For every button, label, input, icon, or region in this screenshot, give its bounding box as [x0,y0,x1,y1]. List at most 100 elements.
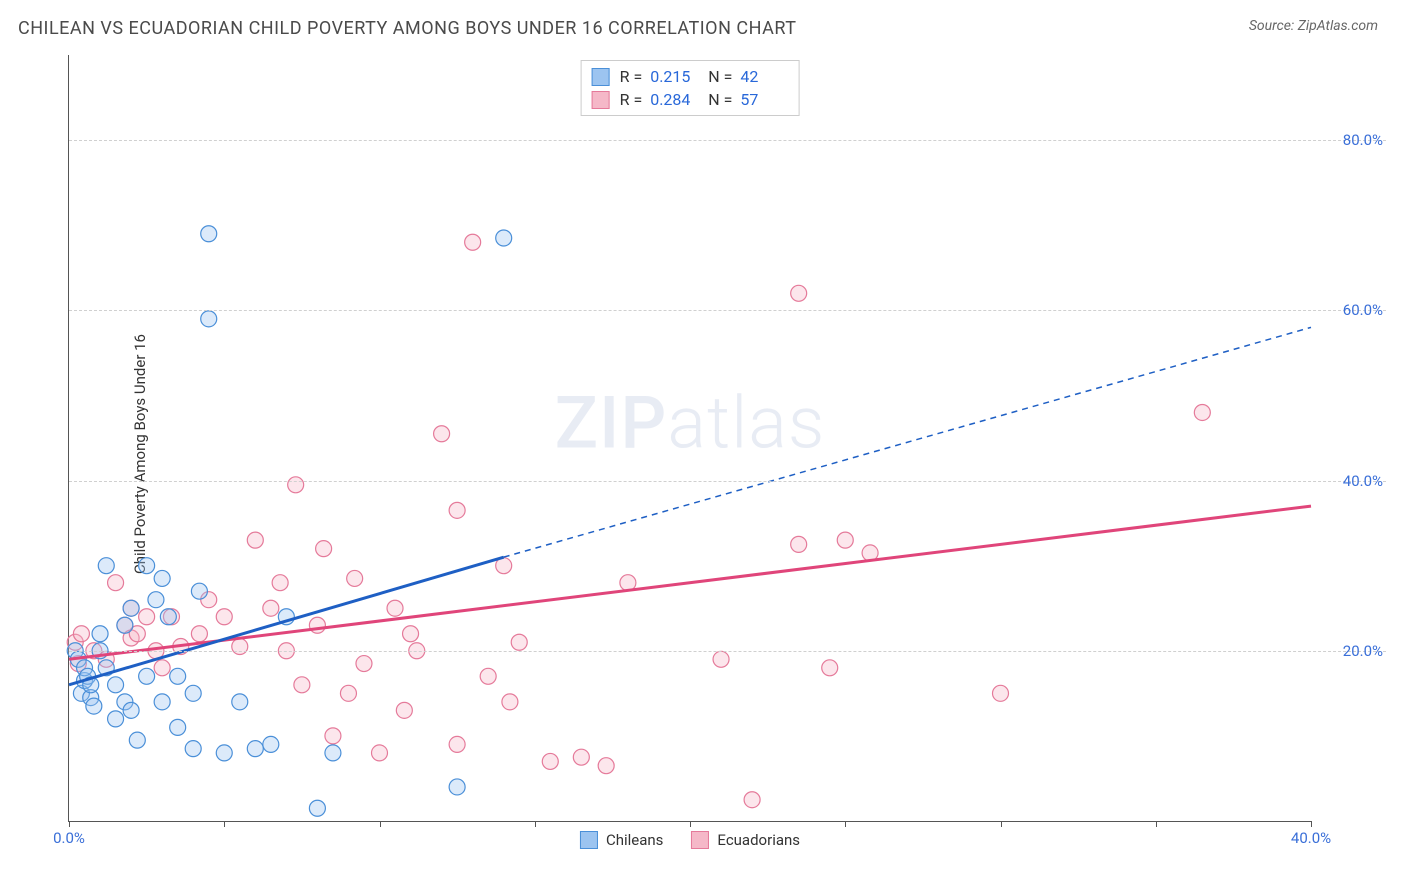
scatter-point [542,753,558,769]
scatter-point [263,736,279,752]
trend-line [69,506,1311,659]
x-tick [690,821,691,827]
scatter-point [170,668,186,684]
scatter-point [191,583,207,599]
source-attribution: Source: ZipAtlas.com [1249,18,1378,34]
x-tick [1311,821,1312,827]
scatter-point [272,575,288,591]
scatter-point [356,656,372,672]
scatter-point [1194,404,1210,420]
gridline [69,481,1386,482]
scatter-point [294,677,310,693]
gridline [69,651,1386,652]
scatter-point [496,230,512,246]
scatter-point [340,685,356,701]
legend-swatch-ecuadorians-bottom [691,831,709,849]
scatter-point [791,536,807,552]
scatter-point [837,532,853,548]
scatter-point [232,694,248,710]
scatter-point [129,732,145,748]
bottom-legend-label-chileans: Chileans [606,831,663,849]
scatter-point [387,600,403,616]
x-tick [380,821,381,827]
n-value-ecuadorians: 57 [740,90,788,109]
scatter-point [347,570,363,586]
scatter-point [247,741,263,757]
scatter-point [154,694,170,710]
scatter-point [108,575,124,591]
scatter-point [744,792,760,808]
legend-stats-row-ecuadorians: R = 0.284 N = 57 [592,88,789,111]
r-value-chileans: 0.215 [650,67,698,86]
x-tick-label: 40.0% [1291,829,1331,847]
x-tick [1156,821,1157,827]
scatter-point [449,779,465,795]
x-tick [845,821,846,827]
y-tick-label: 60.0% [1343,301,1383,319]
scatter-point [325,745,341,761]
scatter-point [822,660,838,676]
gridline [69,140,1386,141]
gridline [69,310,1386,311]
scatter-point [465,234,481,250]
scatter-point [403,626,419,642]
scatter-point [139,668,155,684]
x-tick [224,821,225,827]
scatter-point [108,711,124,727]
trend-line-dashed [504,327,1311,557]
bottom-legend-chileans: Chileans [580,831,663,849]
scatter-point [160,609,176,625]
scatter-point [216,745,232,761]
x-tick [535,821,536,827]
y-tick-label: 80.0% [1343,131,1383,149]
scatter-point [185,741,201,757]
scatter-point [434,426,450,442]
scatter-point [316,541,332,557]
scatter-point [123,600,139,616]
scatter-point [573,749,589,765]
scatter-point [139,609,155,625]
scatter-point [263,600,279,616]
scatter-point [154,660,170,676]
scatter-point [309,800,325,816]
legend-swatch-ecuadorians [592,91,610,109]
y-tick-label: 20.0% [1343,642,1383,660]
scatter-point [98,558,114,574]
bottom-legend-ecuadorians: Ecuadorians [691,831,800,849]
scatter-point [232,639,248,655]
scatter-point [148,592,164,608]
scatter-point [247,532,263,548]
scatter-point [108,677,124,693]
scatter-point [92,626,108,642]
y-tick-label: 40.0% [1343,472,1383,490]
scatter-point [288,477,304,493]
legend-stats-box: R = 0.215 N = 42 R = 0.284 N = 57 [581,60,800,116]
scatter-point [191,626,207,642]
x-tick-label: 0.0% [53,829,85,847]
plot-area: ZIPatlas R = 0.215 N = 42 R = 0.284 N = … [68,55,1311,822]
x-tick [1001,821,1002,827]
scatter-point [372,745,388,761]
scatter-point [598,758,614,774]
scatter-point [201,311,217,327]
legend-swatch-chileans-bottom [580,831,598,849]
n-value-chileans: 42 [740,67,788,86]
scatter-point [170,719,186,735]
r-label: R = [620,90,643,109]
scatter-point [201,226,217,242]
legend-swatch-chileans [592,68,610,86]
scatter-point [791,285,807,301]
scatter-point [154,570,170,586]
bottom-legend: Chileans Ecuadorians [580,831,800,849]
bottom-legend-label-ecuadorians: Ecuadorians [717,831,800,849]
scatter-point [123,702,139,718]
scatter-point [325,728,341,744]
n-label: N = [708,67,732,86]
scatter-point [396,702,412,718]
r-value-ecuadorians: 0.284 [650,90,698,109]
x-tick [69,821,70,827]
scatter-point [117,617,133,633]
legend-stats-row-chileans: R = 0.215 N = 42 [592,65,789,88]
scatter-point [139,558,155,574]
scatter-point [993,685,1009,701]
